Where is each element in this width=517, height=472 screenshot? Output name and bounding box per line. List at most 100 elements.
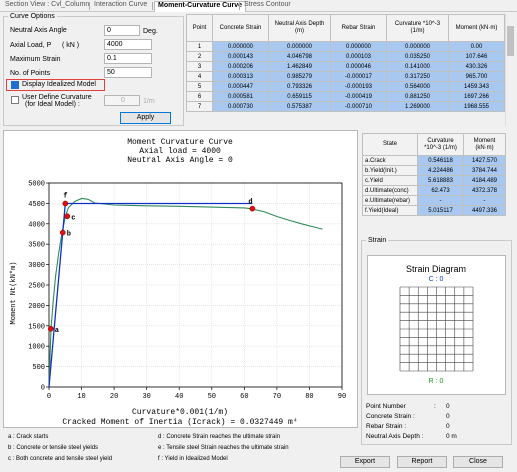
points-table-cell[interactable]: 0.000143: [212, 51, 269, 62]
points-table-cell[interactable]: 1459.343: [448, 81, 505, 92]
state-table-row[interactable]: d.Ultimate(conc) 62.473 4372.378: [362, 185, 506, 196]
state-header-curvature[interactable]: Curvature *10^-3 (1/m): [417, 133, 464, 156]
points-table-cell[interactable]: -0.000710: [330, 101, 387, 112]
state-value-cell[interactable]: 4497.336: [463, 205, 506, 216]
points-table-cell[interactable]: 4.046798: [268, 51, 331, 62]
state-value-cell[interactable]: 1427.570: [463, 155, 506, 166]
state-value-cell[interactable]: 4184.489: [463, 175, 506, 186]
tab-section-view[interactable]: Section View : Cvl_Column: [5, 1, 90, 8]
state-name-cell[interactable]: c.Yield: [362, 175, 418, 186]
points-table-cell[interactable]: -0.000017: [330, 71, 387, 82]
points-table-row[interactable]: 6 0.000581 0.659115 -0.000419 0.881250 1697.2…: [186, 91, 505, 102]
points-table-cell[interactable]: 0.000313: [212, 71, 269, 82]
tab-moment-curvature[interactable]: Moment-Curvature Curve: [154, 1, 247, 12]
points-table-cell[interactable]: 0.564000: [386, 81, 449, 92]
points-table-cell[interactable]: 0.000730: [212, 101, 269, 112]
state-header-moment[interactable]: Moment (kN·m): [463, 133, 506, 156]
points-table-cell[interactable]: 430.326: [448, 61, 505, 72]
points-table-cell[interactable]: 965.700: [448, 71, 505, 82]
angle-input[interactable]: 0: [104, 25, 140, 36]
points-table-row[interactable]: 4 0.000313 0.985279 -0.000017 0.317250 965.70…: [186, 71, 505, 82]
points-table-cell[interactable]: -0.000419: [330, 91, 387, 102]
points-table-cell[interactable]: 0.659115: [268, 91, 331, 102]
state-value-cell[interactable]: 5.015117: [417, 205, 464, 216]
state-name-cell[interactable]: f.Yield(Ideal): [362, 205, 418, 216]
display-idealized-checkbox[interactable]: [11, 81, 19, 89]
point-number-cell[interactable]: 6: [186, 91, 213, 102]
points-table-cell[interactable]: 0.793326: [268, 81, 331, 92]
state-value-cell[interactable]: 4372.378: [463, 185, 506, 196]
state-header-state[interactable]: State: [362, 133, 418, 156]
state-value-cell[interactable]: 0.546118: [417, 155, 464, 166]
export-button[interactable]: Export: [340, 456, 390, 468]
points-table-scrollbar[interactable]: [505, 14, 515, 126]
points-table-cell[interactable]: 0.000046: [330, 61, 387, 72]
points-table-row[interactable]: 2 0.000143 4.046798 0.000103 0.035250 107.646: [186, 51, 505, 62]
point-number-cell[interactable]: 2: [186, 51, 213, 62]
axial-load-input[interactable]: 4000: [104, 39, 152, 50]
points-table-cell[interactable]: 0.881250: [386, 91, 449, 102]
points-table-cell[interactable]: 0.000447: [212, 81, 269, 92]
point-number-cell[interactable]: 4: [186, 71, 213, 82]
point-number-cell[interactable]: 3: [186, 61, 213, 72]
points-table-cell[interactable]: 1697.266: [448, 91, 505, 102]
points-table-row[interactable]: 3 0.000206 1.462849 0.000046 0.141000 430.326: [186, 61, 505, 72]
state-name-cell[interactable]: b.Yield(Init.): [362, 165, 418, 176]
close-button[interactable]: Close: [453, 456, 503, 468]
points-header-moment[interactable]: Moment (kN·m): [448, 14, 505, 42]
points-table-cell[interactable]: 0.985279: [268, 71, 331, 82]
report-button[interactable]: Report: [397, 456, 447, 468]
points-table-cell[interactable]: 0.575387: [268, 101, 331, 112]
state-name-cell[interactable]: d.Ultimate(conc): [362, 185, 418, 196]
points-table-cell[interactable]: 0.000206: [212, 61, 269, 72]
points-header-rebar-strain[interactable]: Rebar Strain: [330, 14, 387, 42]
points-table-cell[interactable]: 1.462849: [268, 61, 331, 72]
points-table-cell[interactable]: 0.000000: [386, 41, 449, 52]
state-value-cell[interactable]: -: [417, 195, 464, 206]
points-header-concrete-strain[interactable]: Concrete Strain: [212, 14, 269, 42]
points-table-cell[interactable]: 0.000581: [212, 91, 269, 102]
chart-y-tick-label: 4000: [28, 221, 45, 229]
points-table-cell[interactable]: 1968.555: [448, 101, 505, 112]
state-table-row[interactable]: a.Crack 0.546118 1427.570: [362, 155, 506, 166]
tab-interaction-curve[interactable]: Interaction Curve: [94, 1, 148, 8]
num-points-input[interactable]: 50: [104, 67, 152, 78]
tab-stress-contour[interactable]: Stress Contour: [244, 1, 291, 8]
points-header-neutral-axis[interactable]: Neutral Axis Depth (m): [268, 14, 331, 42]
point-number-cell[interactable]: 5: [186, 81, 213, 92]
state-value-cell[interactable]: -: [463, 195, 506, 206]
points-table-cell[interactable]: 0.00: [448, 41, 505, 52]
points-table-cell[interactable]: 0.000000: [268, 41, 331, 52]
state-table-row[interactable]: c.Yield 5.618883 4184.489: [362, 175, 506, 186]
points-table-cell[interactable]: 0.000000: [330, 41, 387, 52]
points-header-point[interactable]: Point: [186, 14, 213, 42]
points-table-cell[interactable]: 107.646: [448, 51, 505, 62]
points-table-row[interactable]: 1 0.000000 0.000000 0.000000 0.000000 0.00: [186, 41, 505, 52]
state-table-row[interactable]: e.Ultimate(rebar) - -: [362, 195, 506, 206]
points-table-row[interactable]: 5 0.000447 0.793326 -0.000193 0.564000 1459.3…: [186, 81, 505, 92]
apply-button[interactable]: Apply: [120, 112, 171, 124]
points-table-cell[interactable]: 0.141000: [386, 61, 449, 72]
points-table-cell[interactable]: 0.317250: [386, 71, 449, 82]
points-table-cell[interactable]: -0.000193: [330, 81, 387, 92]
points-table-cell[interactable]: 0.035250: [386, 51, 449, 62]
scrollbar-thumb[interactable]: [507, 26, 514, 56]
state-name-cell[interactable]: a.Crack: [362, 155, 418, 166]
state-value-cell[interactable]: 4.224486: [417, 165, 464, 176]
state-value-cell[interactable]: 62.473: [417, 185, 464, 196]
points-table-cell[interactable]: 0.000103: [330, 51, 387, 62]
points-table-row[interactable]: 7 0.000730 0.575387 -0.000710 1.269000 1968.5…: [186, 101, 505, 112]
points-table-cell[interactable]: 0.000000: [212, 41, 269, 52]
state-table-row[interactable]: f.Yield(Ideal) 5.015117 4497.336: [362, 205, 506, 216]
user-curvature-input[interactable]: 0: [104, 95, 140, 106]
points-header-curvature[interactable]: Curvature *10^-3 (1/m): [386, 14, 449, 42]
max-strain-input[interactable]: 0.1: [104, 53, 152, 64]
points-table-cell[interactable]: 1.269000: [386, 101, 449, 112]
state-table-row[interactable]: b.Yield(Init.) 4.224486 3784.744: [362, 165, 506, 176]
state-value-cell[interactable]: 5.618883: [417, 175, 464, 186]
user-define-checkbox[interactable]: [11, 96, 19, 104]
point-number-cell[interactable]: 7: [186, 101, 213, 112]
state-name-cell[interactable]: e.Ultimate(rebar): [362, 195, 418, 206]
point-number-cell[interactable]: 1: [186, 41, 213, 52]
state-value-cell[interactable]: 3784.744: [463, 165, 506, 176]
